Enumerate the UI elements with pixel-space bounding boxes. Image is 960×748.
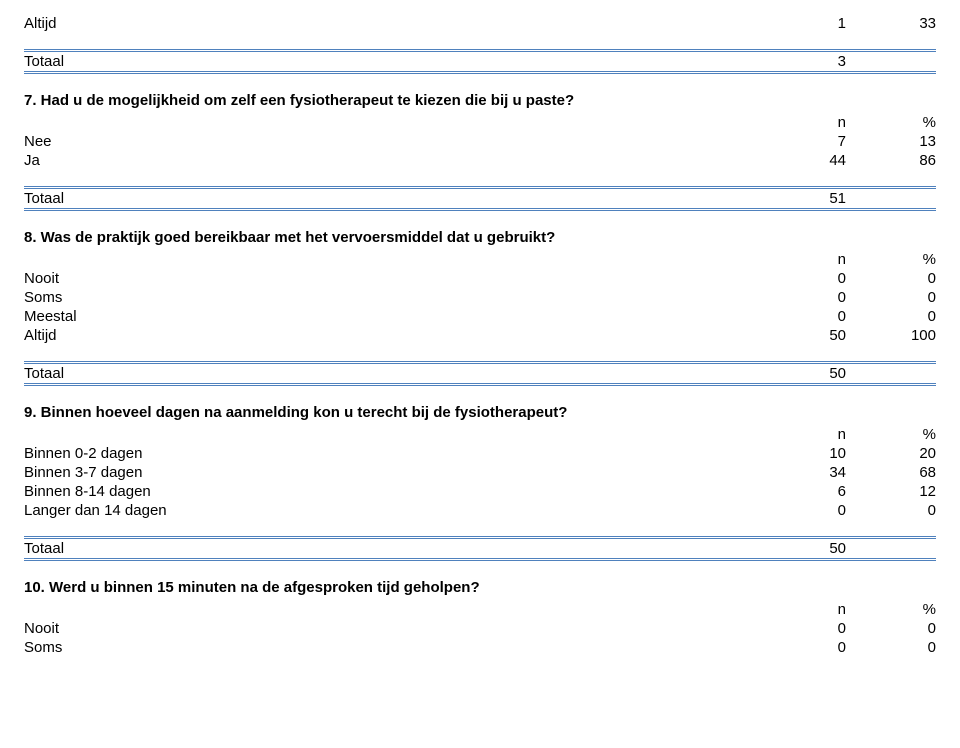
- option-n: 0: [756, 619, 846, 638]
- col-pct-header: %: [846, 250, 936, 269]
- option-label: Altijd: [24, 14, 756, 33]
- col-header-row: n %: [24, 113, 936, 132]
- totaal-pct: [846, 188, 936, 210]
- option-row: Binnen 0-2 dagen 10 20: [24, 444, 936, 463]
- col-header-row: n %: [24, 600, 936, 619]
- option-pct: 0: [846, 501, 936, 520]
- option-n: 44: [756, 151, 846, 170]
- option-row: Nooit 0 0: [24, 619, 936, 638]
- q7-totaal-table: Totaal 51: [24, 186, 936, 211]
- col-n-header: n: [756, 113, 846, 132]
- option-label: Soms: [24, 288, 756, 307]
- option-pct: 0: [846, 269, 936, 288]
- option-n: 0: [756, 307, 846, 326]
- q10-block: 10. Werd u binnen 15 minuten na de afges…: [24, 579, 936, 657]
- option-n: 0: [756, 288, 846, 307]
- option-label: Nooit: [24, 269, 756, 288]
- option-label: Langer dan 14 dagen: [24, 501, 756, 520]
- option-n: 34: [756, 463, 846, 482]
- totaal-pct: [846, 363, 936, 385]
- option-label: Binnen 0-2 dagen: [24, 444, 756, 463]
- option-row: Binnen 3-7 dagen 34 68: [24, 463, 936, 482]
- top-option-table: Altijd 1 33: [24, 14, 936, 33]
- q10-title: 10. Werd u binnen 15 minuten na de afges…: [24, 579, 936, 596]
- totaal-label: Totaal: [24, 363, 756, 385]
- q7-title: 7. Had u de mogelijkheid om zelf een fys…: [24, 92, 936, 109]
- option-pct: 100: [846, 326, 936, 345]
- col-pct-header: %: [846, 600, 936, 619]
- q10-table: n % Nooit 0 0 Soms 0 0: [24, 600, 936, 657]
- totaal-row: Totaal 51: [24, 188, 936, 210]
- option-pct: 12: [846, 482, 936, 501]
- option-row: Ja 44 86: [24, 151, 936, 170]
- q8-block: 8. Was de praktijk goed bereikbaar met h…: [24, 229, 936, 386]
- col-pct-header: %: [846, 425, 936, 444]
- col-n-header: n: [756, 250, 846, 269]
- option-pct: 0: [846, 619, 936, 638]
- option-label: Binnen 3-7 dagen: [24, 463, 756, 482]
- q9-title: 9. Binnen hoeveel dagen na aanmelding ko…: [24, 404, 936, 421]
- option-label: Altijd: [24, 326, 756, 345]
- option-pct: 0: [846, 307, 936, 326]
- option-n: 50: [756, 326, 846, 345]
- totaal-n: 51: [756, 188, 846, 210]
- option-label: Soms: [24, 638, 756, 657]
- top-totaal-table: Totaal 3: [24, 49, 936, 74]
- option-pct: 33: [846, 14, 936, 33]
- option-n: 6: [756, 482, 846, 501]
- option-n: 0: [756, 269, 846, 288]
- top-fragment: Altijd 1 33 Totaal 3: [24, 14, 936, 74]
- option-n: 10: [756, 444, 846, 463]
- totaal-label: Totaal: [24, 188, 756, 210]
- totaal-label: Totaal: [24, 51, 756, 73]
- option-row: Nee 7 13: [24, 132, 936, 151]
- option-label: Binnen 8-14 dagen: [24, 482, 756, 501]
- totaal-pct: [846, 51, 936, 73]
- option-row: Meestal 0 0: [24, 307, 936, 326]
- option-n: 1: [756, 14, 846, 33]
- option-pct: 13: [846, 132, 936, 151]
- option-pct: 86: [846, 151, 936, 170]
- totaal-row: Totaal 3: [24, 51, 936, 73]
- col-pct-header: %: [846, 113, 936, 132]
- option-row: Nooit 0 0: [24, 269, 936, 288]
- option-n: 7: [756, 132, 846, 151]
- totaal-pct: [846, 538, 936, 560]
- option-row: Soms 0 0: [24, 288, 936, 307]
- option-row: Altijd 50 100: [24, 326, 936, 345]
- col-n-header: n: [756, 425, 846, 444]
- option-pct: 68: [846, 463, 936, 482]
- col-header-row: n %: [24, 250, 936, 269]
- totaal-label: Totaal: [24, 538, 756, 560]
- option-label: Ja: [24, 151, 756, 170]
- col-header-row: n %: [24, 425, 936, 444]
- option-row: Soms 0 0: [24, 638, 936, 657]
- option-row: Altijd 1 33: [24, 14, 936, 33]
- option-label: Nooit: [24, 619, 756, 638]
- q8-table: n % Nooit 0 0 Soms 0 0 Meestal 0 0 Altij…: [24, 250, 936, 345]
- option-pct: 20: [846, 444, 936, 463]
- col-n-header: n: [756, 600, 846, 619]
- q8-title: 8. Was de praktijk goed bereikbaar met h…: [24, 229, 936, 246]
- q9-block: 9. Binnen hoeveel dagen na aanmelding ko…: [24, 404, 936, 561]
- option-label: Nee: [24, 132, 756, 151]
- option-pct: 0: [846, 288, 936, 307]
- option-n: 0: [756, 501, 846, 520]
- q7-table: n % Nee 7 13 Ja 44 86: [24, 113, 936, 170]
- q8-totaal-table: Totaal 50: [24, 361, 936, 386]
- totaal-n: 50: [756, 363, 846, 385]
- totaal-row: Totaal 50: [24, 363, 936, 385]
- q9-table: n % Binnen 0-2 dagen 10 20 Binnen 3-7 da…: [24, 425, 936, 520]
- option-row: Langer dan 14 dagen 0 0: [24, 501, 936, 520]
- option-label: Meestal: [24, 307, 756, 326]
- option-pct: 0: [846, 638, 936, 657]
- totaal-n: 50: [756, 538, 846, 560]
- option-row: Binnen 8-14 dagen 6 12: [24, 482, 936, 501]
- q9-totaal-table: Totaal 50: [24, 536, 936, 561]
- q7-block: 7. Had u de mogelijkheid om zelf een fys…: [24, 92, 936, 211]
- option-n: 0: [756, 638, 846, 657]
- totaal-row: Totaal 50: [24, 538, 936, 560]
- totaal-n: 3: [756, 51, 846, 73]
